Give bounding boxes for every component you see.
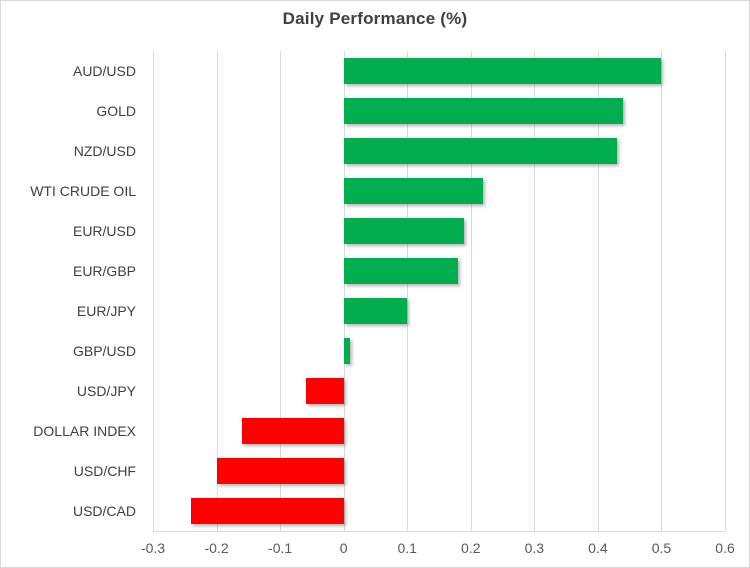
bar-eur-gbp <box>343 258 459 284</box>
bar-usd-chf <box>216 458 344 484</box>
bar-usd-jpy <box>305 378 344 404</box>
bar-eur-jpy <box>343 298 408 324</box>
category-label: GBP/USD <box>72 343 136 359</box>
category-label: AUD/USD <box>72 63 136 79</box>
x-tick-label: 0.2 <box>461 540 481 556</box>
gridline <box>534 51 536 531</box>
x-tick-label: 0.6 <box>715 540 735 556</box>
bar-nzd-usd <box>343 138 617 164</box>
gridline <box>153 51 154 531</box>
x-tick-label: 0 <box>339 540 348 556</box>
bar-gold <box>343 98 624 124</box>
plot-area <box>153 51 726 532</box>
gridline <box>280 51 282 531</box>
gridline <box>343 51 345 531</box>
bar-wti-crude-oil <box>343 178 484 204</box>
gridline <box>407 51 409 531</box>
chart-title: Daily Performance (%) <box>282 9 468 28</box>
category-label: EUR/JPY <box>76 303 136 319</box>
gridline <box>216 51 218 531</box>
category-label: USD/CHF <box>73 463 136 479</box>
x-tick-label: 0.4 <box>588 540 608 556</box>
category-label: WTI CRUDE OIL <box>30 183 136 199</box>
x-tick-label: -0.3 <box>140 540 166 556</box>
category-label: USD/JPY <box>76 383 136 399</box>
gridline <box>597 51 599 531</box>
bar-eur-usd <box>343 218 465 244</box>
gridline <box>470 51 472 531</box>
category-label: EUR/USD <box>72 223 136 239</box>
x-tick-label: 0.1 <box>397 540 417 556</box>
bar-gbp-usd <box>343 338 350 364</box>
category-label: DOLLAR INDEX <box>33 423 136 439</box>
gridline <box>725 51 726 531</box>
category-label: NZD/USD <box>73 143 136 159</box>
x-tick-label: 0.5 <box>651 540 672 556</box>
x-tick-label: -0.2 <box>204 540 229 556</box>
category-label: GOLD <box>96 103 136 119</box>
bar-dollar-index <box>241 418 344 444</box>
bar-usd-cad <box>191 498 344 524</box>
category-label: EUR/GBP <box>72 263 136 279</box>
bar-aud-usd <box>343 58 662 84</box>
x-tick-label: 0.3 <box>524 540 545 556</box>
gridline <box>661 51 663 531</box>
category-label: USD/CAD <box>72 503 136 519</box>
x-tick-label: -0.1 <box>268 540 293 556</box>
